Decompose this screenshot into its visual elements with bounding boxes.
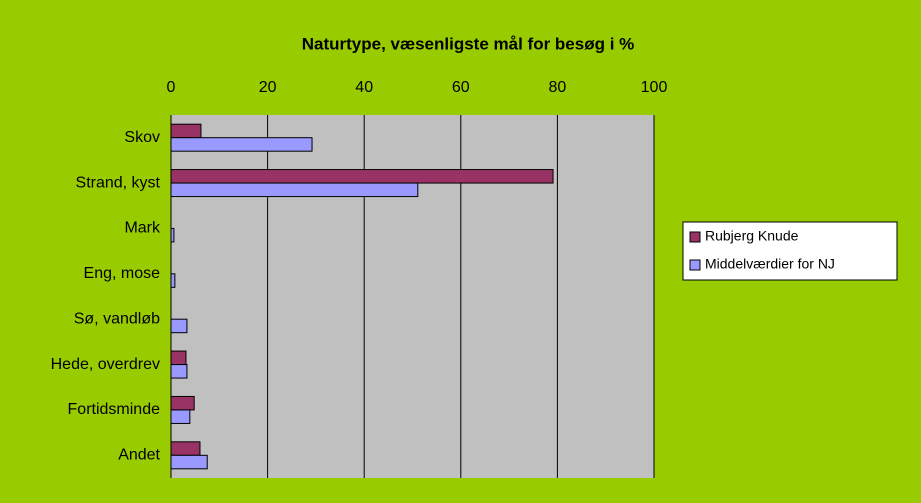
bar — [170, 169, 554, 184]
y-tick-label: Mark — [124, 220, 161, 237]
legend-label: Rubjerg Knude — [705, 228, 799, 244]
bar — [170, 409, 191, 424]
legend-swatch — [689, 231, 701, 243]
x-tick-label: 40 — [355, 79, 373, 96]
bar — [170, 318, 188, 334]
x-tick-label: 20 — [259, 79, 277, 96]
bar — [170, 123, 202, 139]
x-tick-label: 60 — [452, 79, 470, 96]
legend-swatch — [689, 259, 701, 271]
bar — [170, 273, 176, 288]
y-tick-label: Sø, vandløb — [74, 310, 160, 327]
bar — [170, 395, 195, 411]
legend-box — [682, 221, 898, 281]
y-tick-label: Andet — [118, 447, 160, 464]
x-tick-label: 80 — [549, 79, 567, 96]
y-tick-label: Fortidsminde — [68, 401, 161, 418]
legend-label: Middelværdier for NJ — [705, 256, 835, 272]
bar — [170, 182, 419, 198]
y-tick-label: Skov — [124, 129, 160, 146]
x-tick-label: 0 — [167, 79, 176, 96]
bar — [170, 454, 208, 470]
y-tick-label: Hede, overdrev — [51, 356, 160, 373]
bar — [170, 441, 201, 456]
chart-title: Naturtype, væsenligste mål for besøg i % — [302, 34, 635, 53]
y-tick-label: Eng, mose — [84, 265, 161, 282]
bar — [170, 364, 188, 379]
y-tick-label: Strand, kyst — [76, 174, 161, 191]
bar — [170, 227, 175, 243]
bar — [170, 350, 187, 366]
bar — [170, 137, 313, 152]
x-tick-label: 100 — [641, 79, 668, 96]
